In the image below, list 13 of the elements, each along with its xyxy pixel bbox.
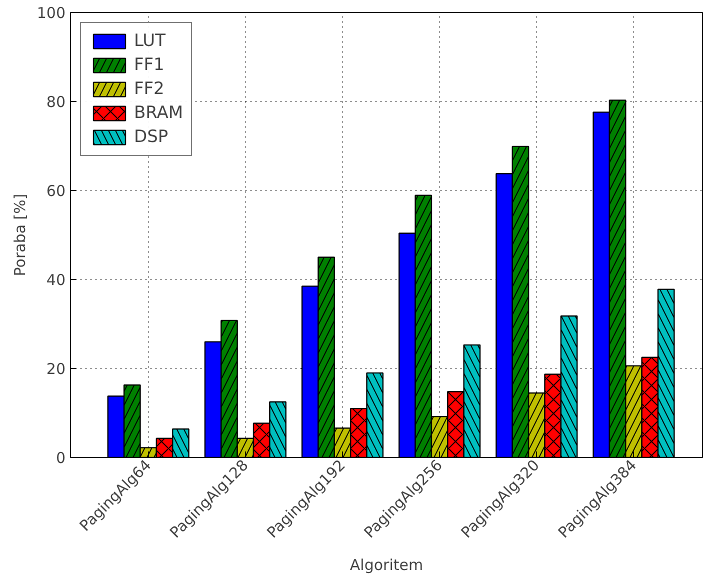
legend-label: BRAM <box>134 103 184 123</box>
y-tick-label: 40 <box>46 271 66 289</box>
y-tick-label: 60 <box>46 182 66 200</box>
y-tick-label: 20 <box>46 360 66 378</box>
y-tick-label: 100 <box>36 4 66 22</box>
legend-label: FF1 <box>134 55 164 75</box>
y-tick-label: 0 <box>56 449 66 467</box>
y-tick-label: 80 <box>46 93 66 111</box>
legend-label: FF2 <box>134 79 164 99</box>
legend-label: DSP <box>134 127 168 147</box>
x-axis-title: Algoritem <box>350 556 424 574</box>
legend-label: LUT <box>134 31 166 51</box>
y-axis-title: Poraba [%] <box>10 194 29 276</box>
